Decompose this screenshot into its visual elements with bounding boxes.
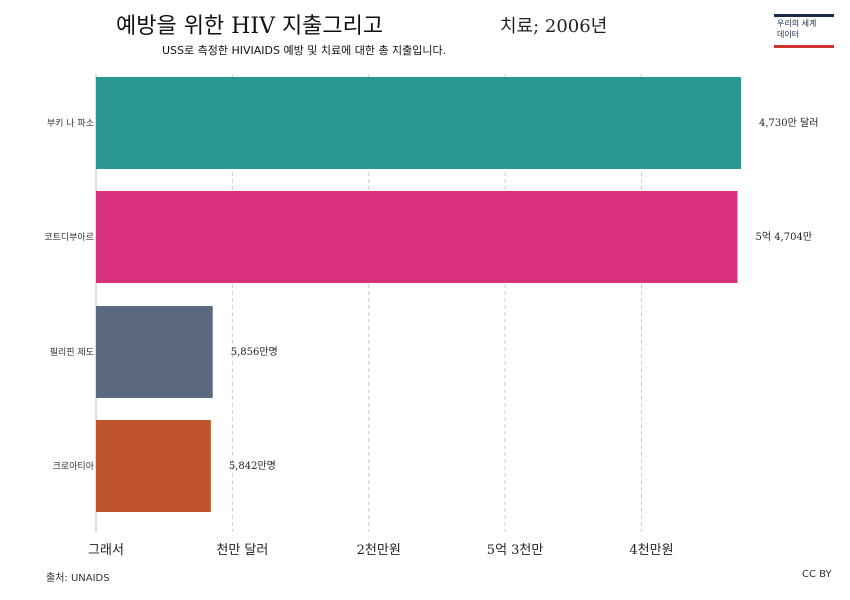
chart-title-suffix: 치료; 2006년 — [500, 16, 608, 37]
bar[interactable] — [96, 420, 211, 512]
x-tick-label: 5억 3천만 — [487, 543, 544, 558]
x-tick-label: 2천만원 — [357, 543, 401, 558]
chart-subtitle: USS로 측정한 HIVIAIDS 예방 및 치료에 대한 총 지출입니다. — [162, 44, 447, 57]
bar[interactable] — [96, 191, 738, 283]
category-label: 부키 나 파소 — [47, 118, 94, 129]
category-label: 크로아티아 — [53, 461, 95, 472]
value-label: 5,842만명 — [229, 460, 276, 472]
value-label: 5,856만명 — [231, 346, 278, 358]
labels: 그래서 천만 달러 2천만원 5억 3천만 4천만원 부키 나 파소 4,730만 달러코트… — [44, 117, 818, 558]
x-tick-label: 천만 달러 — [216, 543, 268, 558]
bars — [96, 77, 741, 512]
bar[interactable] — [96, 306, 213, 398]
chart-title: 예방을 위한 HIV 지출그리고 — [116, 14, 384, 39]
source-note[interactable]: 출처: UNAIDS — [46, 573, 110, 584]
license-note[interactable]: CC BY — [802, 569, 832, 580]
x-tick-label: 4천만원 — [629, 543, 673, 558]
owid-logo[interactable]: 우리의 세계 데이터 — [774, 14, 834, 48]
x-tick-label: 그래서 — [88, 543, 124, 558]
value-label: 5억 4,704만 — [755, 231, 812, 243]
bar[interactable] — [96, 77, 741, 169]
category-label: 코트디부아르 — [44, 232, 94, 243]
category-label: 필리핀 제도 — [50, 346, 94, 358]
logo-text: 우리의 세계 데이터 — [777, 19, 817, 39]
value-label: 4,730만 달러 — [759, 117, 818, 129]
